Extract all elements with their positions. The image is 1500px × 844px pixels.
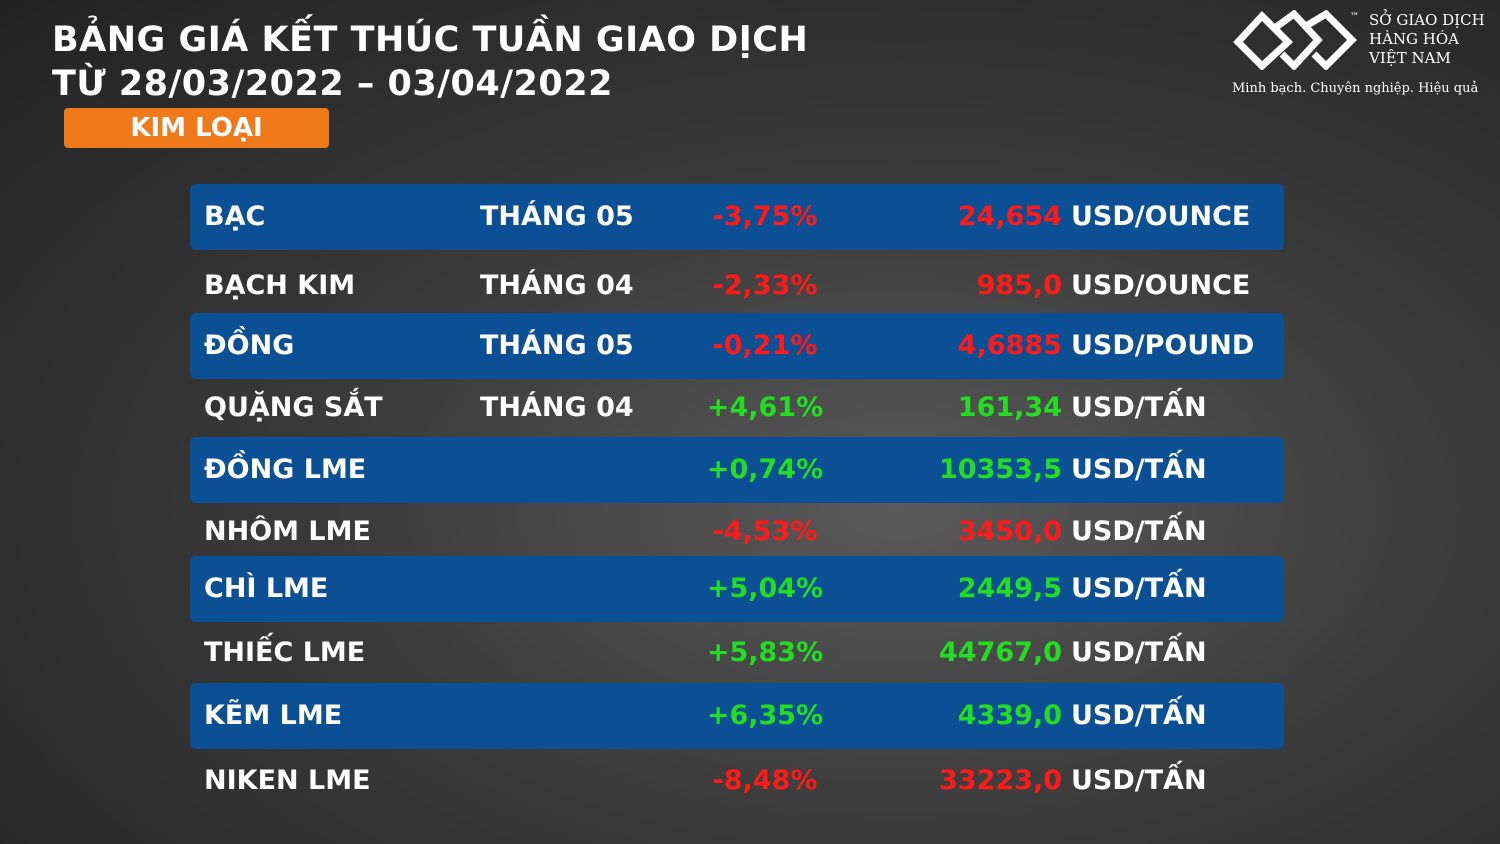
price: 161,34 — [957, 392, 1062, 423]
unit: USD/TẤN — [1071, 637, 1207, 668]
logo-name: HÀNG HÓA — [1369, 30, 1459, 48]
commodity-name: ĐỒNG — [204, 330, 295, 361]
commodity-name: KẼM LME — [204, 700, 343, 731]
table-row: NIKEN LME -8,48% 33223,0 USD/TẤN — [190, 748, 1284, 814]
price: 2449,5 — [957, 573, 1062, 604]
price-change: +5,83% — [706, 637, 824, 668]
unit: USD/OUNCE — [1071, 201, 1251, 232]
commodity-name: ĐỒNG LME — [204, 454, 367, 485]
contract-month: THÁNG 04 — [480, 392, 634, 423]
table-row: BẠC THÁNG 05 -3,75% 24,654 USD/OUNCE — [190, 184, 1284, 250]
contract-month: THÁNG 04 — [480, 270, 634, 301]
table-row: BẠCH KIM THÁNG 04 -2,33% 985,0 USD/OUNCE — [190, 253, 1284, 319]
unit: USD/TẤN — [1071, 700, 1207, 731]
commodity-name: THIẾC LME — [204, 637, 366, 668]
logo-name: SỞ GIAO DỊCH — [1369, 11, 1485, 29]
unit: USD/TẤN — [1071, 573, 1207, 604]
logo-icon — [1233, 10, 1357, 70]
title-line: TỪ 28/03/2022 – 03/04/2022 — [52, 64, 613, 104]
price: 3450,0 — [957, 516, 1062, 547]
table-row: CHÌ LME +5,04% 2449,5 USD/TẤN — [190, 556, 1284, 622]
price: 4339,0 — [957, 700, 1062, 731]
price-change: -3,75% — [712, 201, 818, 232]
price: 24,654 — [957, 201, 1062, 232]
commodity-name: QUẶNG SẮT — [204, 392, 383, 423]
price: 33223,0 — [939, 765, 1062, 796]
commodity-name: BẠC — [204, 201, 266, 232]
price-change: -0,21% — [712, 330, 818, 361]
price: 985,0 — [976, 270, 1062, 301]
price-change: +4,61% — [706, 392, 824, 423]
unit: USD/TẤN — [1071, 454, 1207, 485]
contract-month: THÁNG 05 — [480, 330, 634, 361]
unit: USD/TẤN — [1071, 765, 1207, 796]
table-row: NHÔM LME -4,53% 3450,0 USD/TẤN — [190, 499, 1284, 565]
table-row: ĐỒNG LME +0,74% 10353,5 USD/TẤN — [190, 437, 1284, 503]
logo-name: VIỆT NAM — [1369, 49, 1451, 67]
table-row: THIẾC LME +5,83% 44767,0 USD/TẤN — [190, 620, 1284, 686]
commodity-name: BẠCH KIM — [204, 270, 356, 301]
unit: USD/TẤN — [1071, 516, 1207, 547]
price-change: +6,35% — [706, 700, 824, 731]
unit: USD/OUNCE — [1071, 270, 1251, 301]
unit: USD/TẤN — [1071, 392, 1207, 423]
price-change: +5,04% — [706, 573, 824, 604]
contract-month: THÁNG 05 — [480, 201, 634, 232]
price-change: -4,53% — [712, 516, 818, 547]
commodity-name: NHÔM LME — [204, 516, 371, 547]
table-row: QUẶNG SẮT THÁNG 04 +4,61% 161,34 USD/TẤN — [190, 375, 1284, 441]
price: 10353,5 — [939, 454, 1062, 485]
price-change: -2,33% — [712, 270, 818, 301]
price-change: -8,48% — [712, 765, 818, 796]
price-change: +0,74% — [706, 454, 824, 485]
commodity-name: NIKEN LME — [204, 765, 371, 796]
unit: USD/POUND — [1071, 330, 1255, 361]
table-row: KẼM LME +6,35% 4339,0 USD/TẤN — [190, 683, 1284, 749]
category-badge: KIM LOẠI — [64, 108, 329, 148]
price: 44767,0 — [939, 637, 1062, 668]
logo-tm: ™ — [1350, 12, 1359, 22]
table-row: ĐỒNG THÁNG 05 -0,21% 4,6885 USD/POUND — [190, 313, 1284, 379]
logo-slogan: Minh bạch. Chuyên nghiệp. Hiệu quả — [1232, 81, 1479, 96]
price: 4,6885 — [957, 330, 1062, 361]
title-line: BẢNG GIÁ KẾT THÚC TUẦN GIAO DỊCH — [52, 20, 809, 60]
commodity-name: CHÌ LME — [204, 573, 329, 604]
